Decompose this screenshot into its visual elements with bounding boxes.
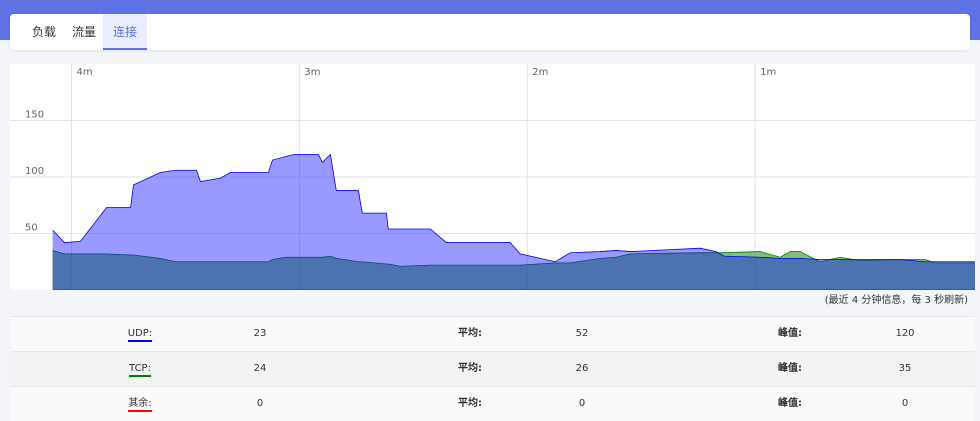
- y-tick-label: 150: [25, 110, 44, 121]
- tab[interactable]: 负载: [32, 25, 57, 39]
- stat-value: 35: [898, 363, 912, 374]
- series-label: UDP:: [127, 328, 153, 342]
- table-row: TCP: 24 平均: 26 峰值: 35: [10, 351, 975, 386]
- table-row: 其余: 0 平均: 0 峰值: 0: [10, 386, 975, 421]
- tab[interactable]: 流量: [72, 25, 97, 39]
- area-fill: [52, 250, 975, 290]
- series-label-cell: TCP:: [95, 352, 185, 386]
- x-tick-label: 1m: [760, 67, 776, 78]
- stat-label: 平均:: [458, 328, 482, 339]
- stat-value: 26: [575, 363, 589, 374]
- stat-value: 0: [578, 398, 586, 409]
- stat-value: 24: [253, 363, 267, 374]
- stat-label: 平均:: [458, 363, 482, 374]
- series-label-cell: UDP:: [95, 317, 185, 351]
- stat-value: 52: [575, 328, 589, 339]
- series-label: 其余:: [128, 398, 152, 412]
- stat-label: 峰值:: [778, 363, 802, 374]
- stat-value: 0: [901, 398, 909, 409]
- series-label: TCP:: [129, 363, 151, 377]
- chart: 4m 3m 2m 1m 50 100 150: [10, 64, 975, 290]
- area-line: [52, 153, 975, 263]
- stat-label: 平均:: [458, 398, 482, 409]
- area-fill: [52, 154, 975, 290]
- area-line: [52, 250, 975, 267]
- y-tick-label: 50: [25, 223, 38, 234]
- tab-bar: 负载 流量 连接: [10, 14, 970, 50]
- x-tick-label: 4m: [77, 67, 93, 78]
- tab-active[interactable]: 连接: [103, 14, 148, 50]
- stat-value: 120: [895, 328, 915, 339]
- x-tick-label: 2m: [532, 67, 548, 78]
- stat-label: 峰值:: [778, 328, 802, 339]
- y-tick-label: 100: [25, 166, 44, 177]
- stat-value: 0: [256, 398, 264, 409]
- x-tick-label: 3m: [304, 67, 320, 78]
- table-row: UDP: 23 平均: 52 峰值: 120: [10, 316, 975, 351]
- series-label-cell: 其余:: [95, 387, 185, 421]
- stat-label: 峰值:: [778, 398, 802, 409]
- stats-table: UDP: 23 平均: 52 峰值: 120 TCP: 24 平均: 26 峰值: 35 其余: 0 平均:…: [10, 316, 975, 421]
- stat-value: 23: [253, 328, 267, 339]
- chart-note: (最近 4 分钟信息，每 3 秒刷新): [824, 295, 968, 306]
